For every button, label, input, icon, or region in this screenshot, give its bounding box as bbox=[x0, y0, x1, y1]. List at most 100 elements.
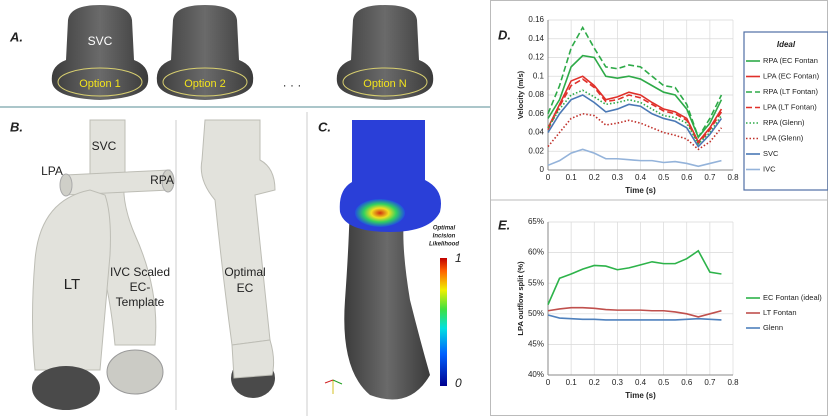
ellipsis: · · · bbox=[283, 78, 302, 92]
x-tick-label: 0.8 bbox=[727, 378, 739, 387]
y-tick-label: 40% bbox=[528, 370, 544, 379]
axis-triad bbox=[332, 379, 343, 385]
y-tick-label: 65% bbox=[528, 217, 544, 226]
panel-a: A. SVC Option 1 Option 2 Option N · · · bbox=[9, 5, 434, 100]
series-line bbox=[547, 249, 722, 305]
x-tick-label: 0.6 bbox=[681, 173, 693, 182]
y-axis-label: Velocity (m/s) bbox=[516, 70, 525, 119]
vessel-label: Template bbox=[116, 295, 165, 309]
x-tick-label: 0.1 bbox=[566, 378, 578, 387]
vessel-label: EC- bbox=[130, 280, 151, 294]
legend-label: RPA (EC Fontan bbox=[763, 56, 818, 65]
series-line bbox=[547, 25, 723, 140]
panel-label: E. bbox=[498, 217, 510, 232]
x-tick-label: 0.3 bbox=[612, 173, 624, 182]
x-tick-label: 0.4 bbox=[635, 173, 647, 182]
series-line bbox=[547, 112, 723, 151]
vessel-end bbox=[106, 349, 164, 395]
vessel-label: LT bbox=[64, 276, 80, 293]
vessel-shape bbox=[32, 189, 111, 371]
legend-label: LPA (EC Fontan) bbox=[763, 71, 820, 80]
legend-label: IVC bbox=[763, 164, 776, 173]
y-tick-label: 0.1 bbox=[533, 71, 545, 80]
vessel-end bbox=[161, 169, 175, 193]
vessel-option bbox=[51, 5, 149, 100]
legend-box bbox=[743, 31, 828, 191]
series-line bbox=[547, 89, 723, 146]
legend-label: EC Fontan (ideal) bbox=[763, 293, 822, 302]
y-tick-label: 50% bbox=[528, 309, 544, 318]
x-tick-label: 0.4 bbox=[635, 378, 647, 387]
series-line bbox=[547, 148, 722, 168]
likelihood-spot bbox=[355, 199, 405, 227]
panel-label: B. bbox=[10, 119, 23, 134]
vessel-label: SVC bbox=[92, 139, 117, 153]
colorbar-title: Likelihood bbox=[429, 242, 459, 248]
panel-label: D. bbox=[498, 27, 511, 42]
series-line bbox=[547, 306, 722, 318]
y-tick-label: 0.16 bbox=[528, 15, 544, 24]
x-tick-label: 0.3 bbox=[612, 378, 624, 387]
series-line bbox=[547, 94, 723, 148]
vessel-option bbox=[336, 5, 434, 100]
y-tick-label: 0.02 bbox=[528, 146, 544, 155]
x-tick-label: 0 bbox=[546, 378, 551, 387]
x-tick-label: 0.2 bbox=[589, 173, 601, 182]
x-tick-label: 0.7 bbox=[704, 173, 716, 182]
y-tick-label: 0.08 bbox=[528, 90, 544, 99]
option-label: Option 1 bbox=[79, 78, 121, 90]
x-tick-label: 0.1 bbox=[566, 173, 578, 182]
legend-label: LPA (LT Fontan) bbox=[763, 102, 817, 111]
y-tick-label: 0.12 bbox=[528, 53, 544, 62]
x-axis-label: Time (s) bbox=[625, 186, 656, 195]
colorbar-max: 1 bbox=[455, 251, 462, 265]
series-line bbox=[547, 75, 723, 144]
vessel-label: EC bbox=[237, 281, 254, 295]
legend-label: LT Fontan bbox=[763, 308, 797, 317]
vessel-shape bbox=[344, 185, 430, 400]
x-tick-label: 0.6 bbox=[681, 378, 693, 387]
x-tick-label: 0.2 bbox=[589, 378, 601, 387]
legend-label: RPA (LT Fontan) bbox=[763, 87, 819, 96]
vessel-label: SVC bbox=[88, 34, 113, 48]
colorbar-min: 0 bbox=[455, 376, 462, 390]
axis-triad bbox=[324, 379, 334, 384]
vessel-label: LPA bbox=[41, 164, 63, 178]
legend-label: SVC bbox=[763, 149, 779, 158]
x-tick-label: 0 bbox=[546, 173, 551, 182]
series-line bbox=[547, 54, 723, 139]
colorbar-title: Optimal bbox=[433, 226, 456, 232]
vessel-label: IVC Scaled bbox=[110, 265, 170, 279]
y-tick-label: 60% bbox=[528, 248, 544, 257]
series-line bbox=[547, 314, 722, 321]
y-tick-label: 0.04 bbox=[528, 128, 544, 137]
y-tick-label: 0.14 bbox=[528, 34, 544, 43]
x-tick-label: 0.5 bbox=[658, 173, 670, 182]
panel-b: B. SVC LPA RPA LT IVC Scaled EC- Templat… bbox=[10, 119, 276, 410]
legend-label: LPA (Glenn) bbox=[763, 133, 804, 142]
vessel-end bbox=[32, 366, 100, 410]
x-tick-label: 0.7 bbox=[704, 378, 716, 387]
series-line bbox=[547, 78, 723, 146]
legend-label: RPA (Glenn) bbox=[763, 118, 805, 127]
vessel-label: RPA bbox=[150, 173, 174, 187]
y-tick-label: 55% bbox=[528, 278, 544, 287]
vessel-option bbox=[156, 5, 254, 100]
x-tick-label: 0.5 bbox=[658, 378, 670, 387]
vessel-shape bbox=[231, 339, 275, 379]
y-tick-label: 0 bbox=[540, 165, 545, 174]
legend-title: Ideal bbox=[777, 40, 796, 49]
option-label: Option 2 bbox=[184, 78, 226, 90]
colorbar bbox=[440, 258, 447, 386]
panel-label: A. bbox=[9, 29, 23, 44]
y-tick-label: 0.06 bbox=[528, 109, 544, 118]
y-axis-label: LPA outflow split (%) bbox=[516, 261, 525, 336]
option-label: Option N bbox=[363, 78, 406, 90]
vessel-end bbox=[59, 173, 73, 197]
panel-c: C. Optimal Incision Likelihood 1 0 bbox=[318, 119, 462, 400]
colorbar-title: Incision bbox=[433, 234, 456, 240]
vessel-label: Optimal bbox=[224, 265, 265, 279]
vessel-shape bbox=[200, 119, 276, 346]
y-tick-label: 45% bbox=[528, 340, 544, 349]
